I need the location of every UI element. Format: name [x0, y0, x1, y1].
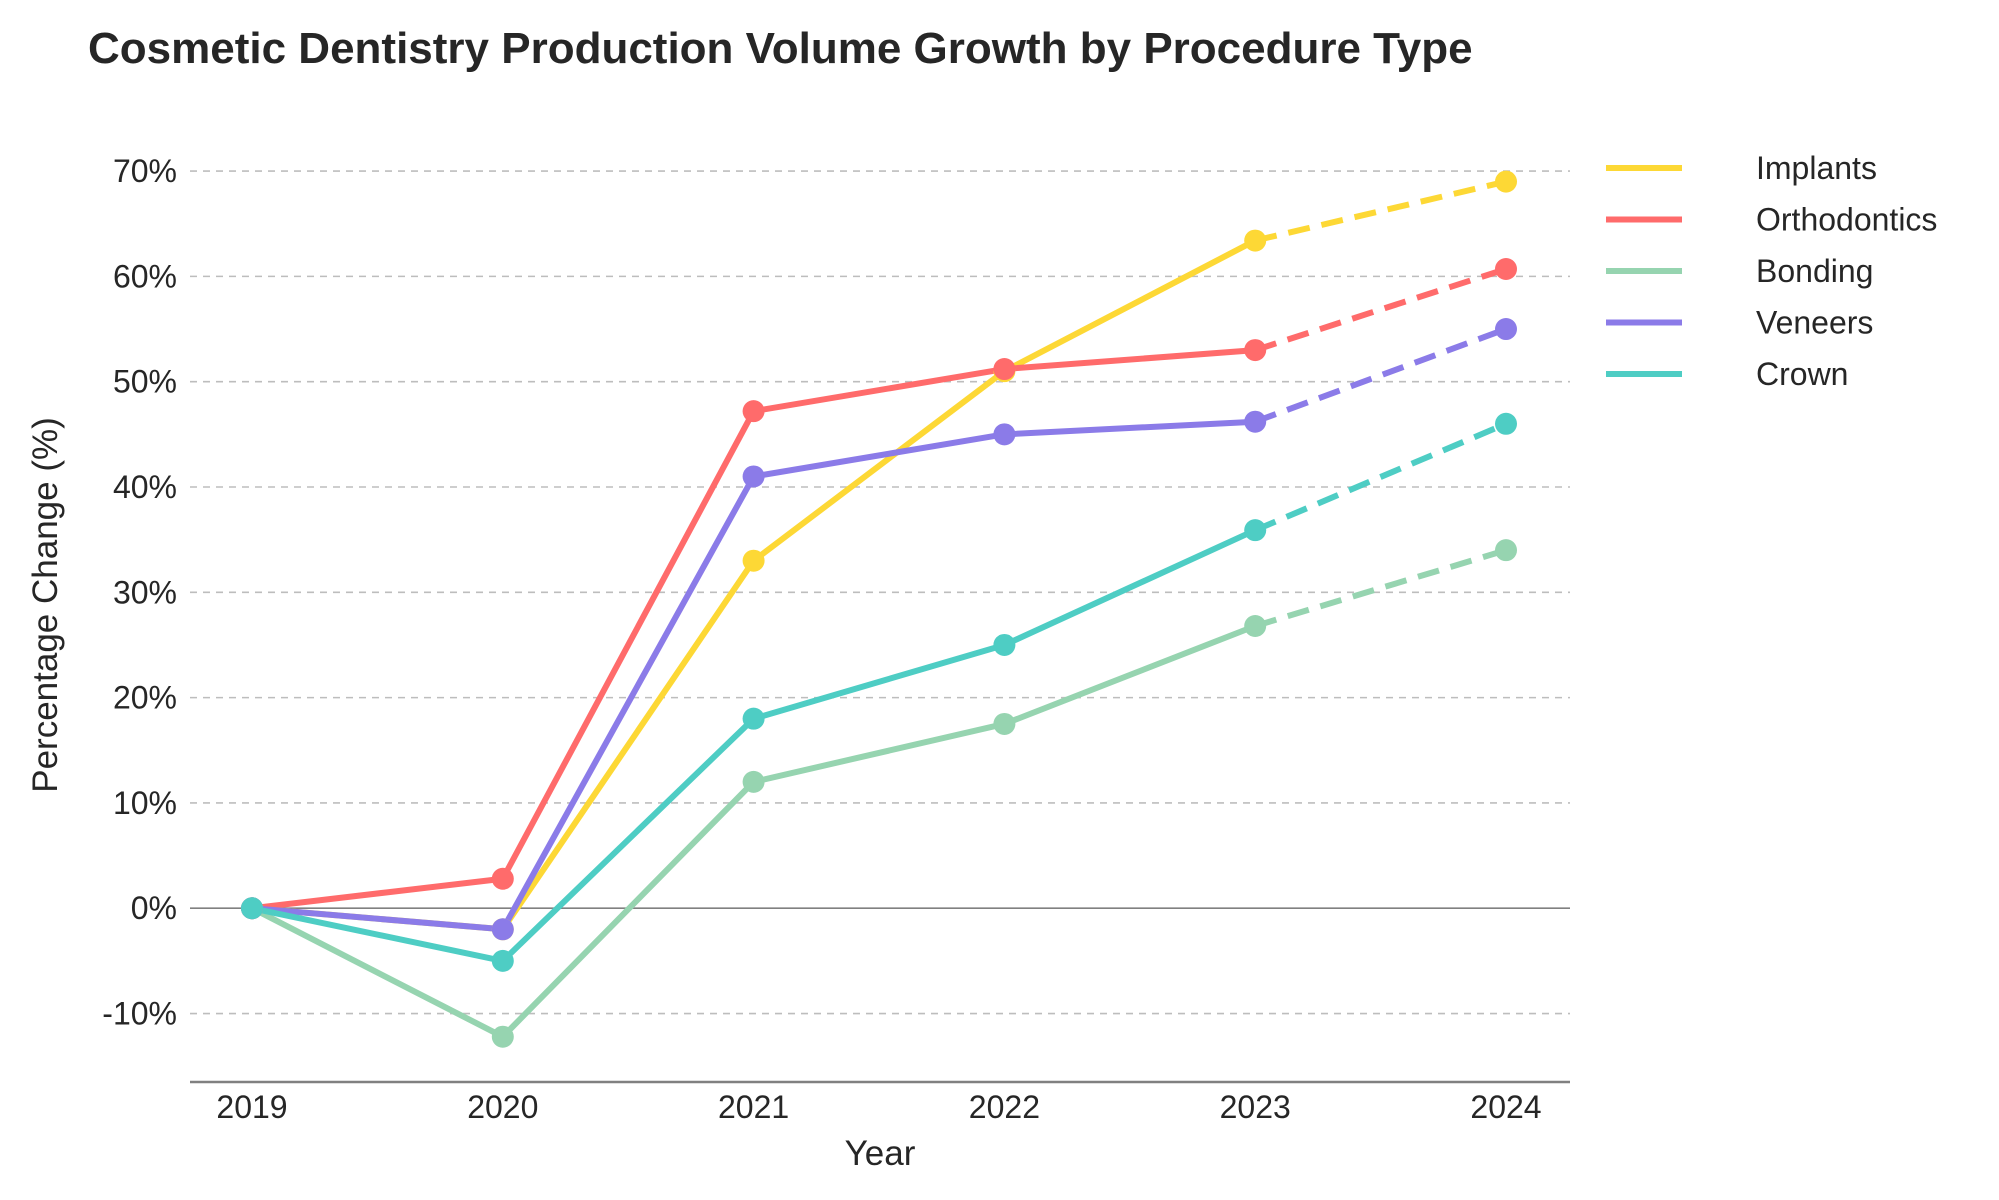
series-projection-implants — [1254, 178, 1507, 244]
legend-item-orthodontics: Orthodontics — [1606, 202, 1937, 238]
legend-label: Bonding — [1756, 253, 1873, 289]
series-line-implants — [249, 237, 1259, 933]
data-point-implants — [1495, 170, 1517, 193]
series-projection-bonding — [1254, 547, 1507, 629]
legend-label: Implants — [1756, 150, 1877, 186]
data-point-bonding — [993, 712, 1016, 735]
x-tick-label: 2022 — [969, 1089, 1040, 1125]
series-line-orthodontics — [249, 347, 1259, 912]
legend-item-implants: Implants — [1606, 150, 1877, 186]
data-point-crown — [742, 707, 765, 730]
data-point-crown — [1495, 412, 1517, 435]
data-point-orthodontics — [491, 867, 514, 890]
y-tick-label: 20% — [113, 680, 177, 716]
legend: Implants Orthodontics Bonding Veneers Crown — [1606, 150, 1937, 392]
series-points — [241, 170, 1517, 1048]
legend-item-crown: Crown — [1606, 356, 1848, 392]
data-point-veneers — [742, 465, 765, 488]
series-projection-orthodontics — [1254, 266, 1507, 353]
data-point-bonding — [1244, 615, 1267, 638]
y-tick-label: 60% — [113, 258, 177, 294]
data-point-crown — [491, 949, 514, 972]
data-point-crown — [241, 897, 263, 920]
series-projection-crown — [1254, 421, 1508, 533]
data-point-implants — [742, 549, 765, 572]
data-point-crown — [1244, 519, 1267, 542]
x-tick-label: 2023 — [1220, 1089, 1291, 1125]
y-tick-label: 70% — [113, 153, 177, 189]
y-tick-label: 50% — [113, 364, 177, 400]
legend-item-bonding: Bonding — [1606, 253, 1873, 289]
data-point-bonding — [1495, 539, 1517, 562]
series-projection-veneers — [1254, 326, 1508, 425]
axes: -10% 0% 10% 20% 30% 40% 50% 60% 70% 2019 2020 2021 2… — [102, 153, 1570, 1125]
x-tick-label: 2021 — [718, 1089, 789, 1125]
y-axis-label: Percentage Change (%) — [26, 417, 65, 793]
data-point-bonding — [742, 770, 765, 793]
x-tick-label: 2020 — [467, 1089, 538, 1125]
data-point-veneers — [993, 423, 1016, 446]
y-tick-label: 10% — [113, 785, 177, 821]
legend-item-veneers: Veneers — [1606, 305, 1873, 341]
data-point-implants — [1244, 229, 1267, 252]
chart-title: Cosmetic Dentistry Production Volume Gro… — [88, 24, 1473, 73]
x-tick-label: 2024 — [1470, 1089, 1541, 1125]
y-tick-label: -10% — [102, 996, 177, 1032]
grid — [190, 170, 1570, 1015]
data-point-veneers — [491, 918, 514, 941]
y-tick-label: 0% — [131, 890, 177, 926]
data-point-veneers — [1244, 410, 1267, 433]
data-point-orthodontics — [1495, 258, 1517, 281]
series-line-crown — [249, 527, 1259, 964]
x-axis-label: Year — [845, 1134, 916, 1173]
data-point-crown — [993, 633, 1016, 656]
y-tick-label: 30% — [113, 574, 177, 610]
x-tick-label: 2019 — [216, 1089, 287, 1125]
data-point-veneers — [1495, 318, 1517, 341]
series-line-bonding — [249, 623, 1259, 1040]
data-point-bonding — [491, 1025, 514, 1048]
legend-label: Veneers — [1756, 305, 1873, 341]
data-point-orthodontics — [742, 400, 765, 423]
data-point-orthodontics — [1244, 339, 1267, 362]
y-tick-label: 40% — [113, 469, 177, 505]
series-line-veneers — [249, 418, 1259, 933]
legend-label: Crown — [1756, 356, 1848, 392]
legend-label: Orthodontics — [1756, 202, 1937, 238]
data-point-orthodontics — [993, 358, 1016, 381]
